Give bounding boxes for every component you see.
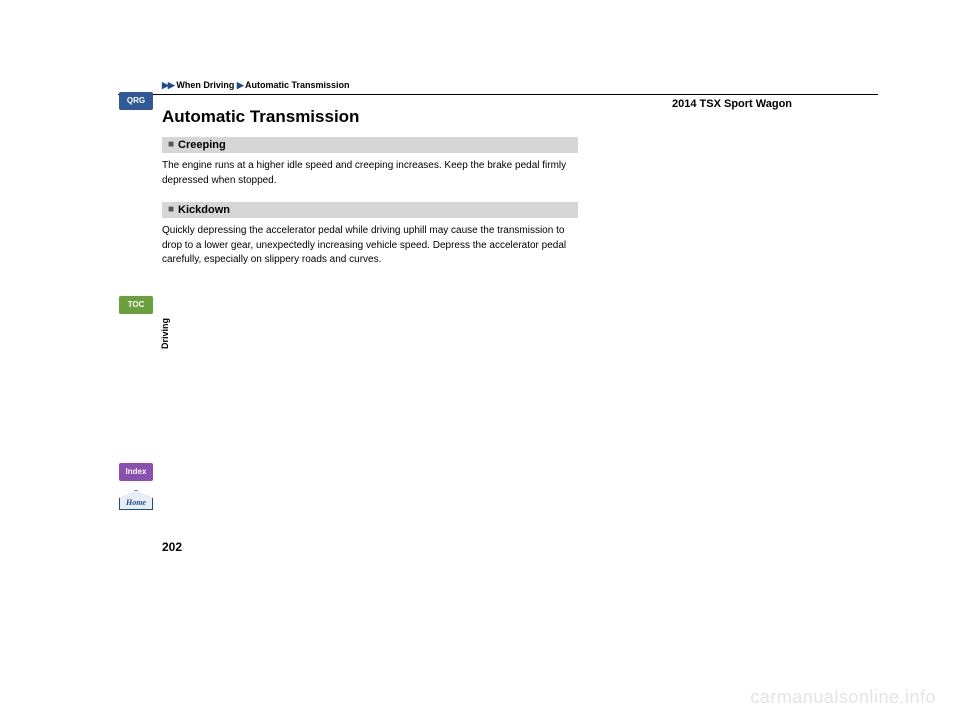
watermark: carmanualsonline.info	[750, 687, 936, 708]
breadcrumb-arrow-icon: ▶▶	[162, 80, 174, 90]
section-heading-text: Kickdown	[178, 204, 230, 216]
section-heading: ■ Kickdown	[162, 202, 578, 218]
breadcrumb-item: Automatic Transmission	[245, 80, 350, 90]
manual-page: ▶▶ When Driving ▶ Automatic Transmission…	[118, 80, 878, 282]
breadcrumb-sep-icon: ▶	[237, 80, 243, 90]
breadcrumb-item: When Driving	[176, 80, 234, 90]
main-column: Automatic Transmission ■ Creeping The eng…	[162, 107, 578, 268]
breadcrumb: ▶▶ When Driving ▶ Automatic Transmission	[118, 80, 878, 95]
section-marker-icon: ■	[168, 204, 174, 215]
toc-tab-label: TOC	[128, 300, 145, 309]
index-tab-label: Index	[126, 467, 147, 476]
home-icon: Home	[119, 490, 153, 510]
section-marker-icon: ■	[168, 139, 174, 150]
page-number: 202	[162, 540, 182, 554]
index-tab[interactable]: Index	[119, 463, 153, 481]
section-heading: ■ Creeping	[162, 137, 578, 153]
section-body: Quickly depressing the accelerator pedal…	[162, 224, 578, 268]
toc-tab[interactable]: TOC	[119, 296, 153, 314]
section-heading-text: Creeping	[178, 139, 226, 151]
qrg-tab-label: QRG	[127, 96, 145, 105]
chapter-label: Driving	[160, 318, 170, 349]
qrg-tab[interactable]: QRG	[119, 92, 153, 110]
page-title: Automatic Transmission	[162, 107, 578, 127]
model-header: 2014 TSX Sport Wagon	[672, 98, 792, 110]
home-button[interactable]: Home	[119, 490, 153, 510]
home-label: Home	[126, 498, 146, 507]
section-body: The engine runs at a higher idle speed a…	[162, 159, 578, 188]
